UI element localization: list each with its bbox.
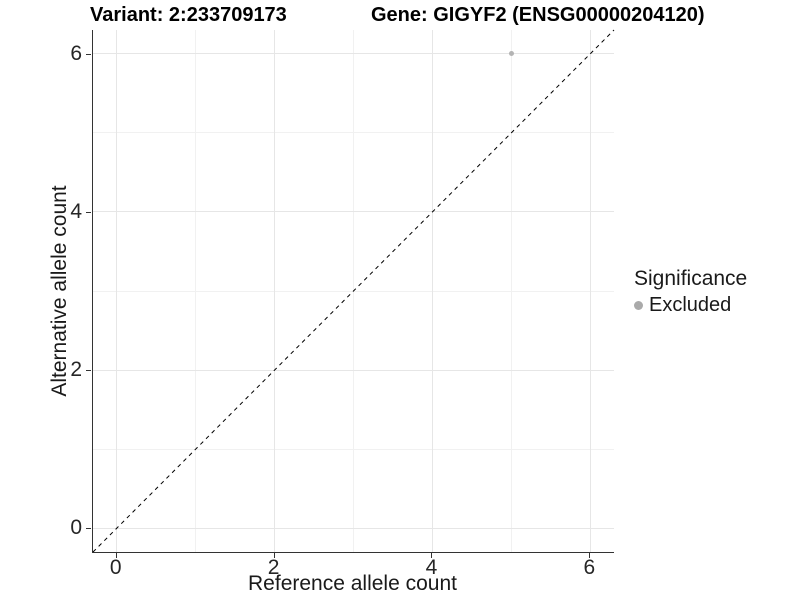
legend-title: Significance <box>634 267 748 290</box>
plot-panel <box>92 29 615 553</box>
data-point <box>508 51 514 57</box>
gridline <box>116 30 118 552</box>
y-tick <box>86 370 91 372</box>
legend-entry: Excluded <box>634 294 747 317</box>
y-tick <box>86 528 91 530</box>
identity-line <box>92 29 615 553</box>
x-tick <box>115 553 117 558</box>
identity-line-layer <box>92 29 615 553</box>
legend-entries: Excluded <box>634 294 747 317</box>
y-tick <box>86 53 91 55</box>
gridline <box>93 53 614 55</box>
gridline <box>93 132 614 134</box>
plot-title-variant: Variant: 2:233709173 <box>90 4 287 26</box>
x-tick <box>273 553 275 558</box>
gridline <box>274 30 276 552</box>
x-axis-title: Reference allele count <box>248 572 457 595</box>
gridline <box>93 527 614 529</box>
legend: Significance Excluded <box>634 267 747 317</box>
y-tick <box>86 211 91 213</box>
gridline <box>510 30 512 552</box>
y-tick-label: 4 <box>70 199 82 223</box>
legend-key-dot <box>634 301 643 310</box>
y-tick-label: 2 <box>70 358 82 382</box>
plot-title-gene: Gene: GIGYF2 (ENSG00000204120) <box>371 4 705 26</box>
y-tick-label: 6 <box>70 41 82 65</box>
y-tick-label: 0 <box>70 516 82 540</box>
x-tick-label: 6 <box>583 556 596 579</box>
x-tick-label: 2 <box>267 556 280 579</box>
x-tick-label: 4 <box>425 556 438 579</box>
gridline <box>93 211 614 213</box>
gridline <box>93 369 614 371</box>
gridline <box>431 30 433 552</box>
x-tick <box>431 553 433 558</box>
x-tick <box>589 553 591 558</box>
x-tick-label: 0 <box>109 556 122 579</box>
legend-entry-label: Excluded <box>649 294 732 316</box>
gridline <box>589 30 591 552</box>
